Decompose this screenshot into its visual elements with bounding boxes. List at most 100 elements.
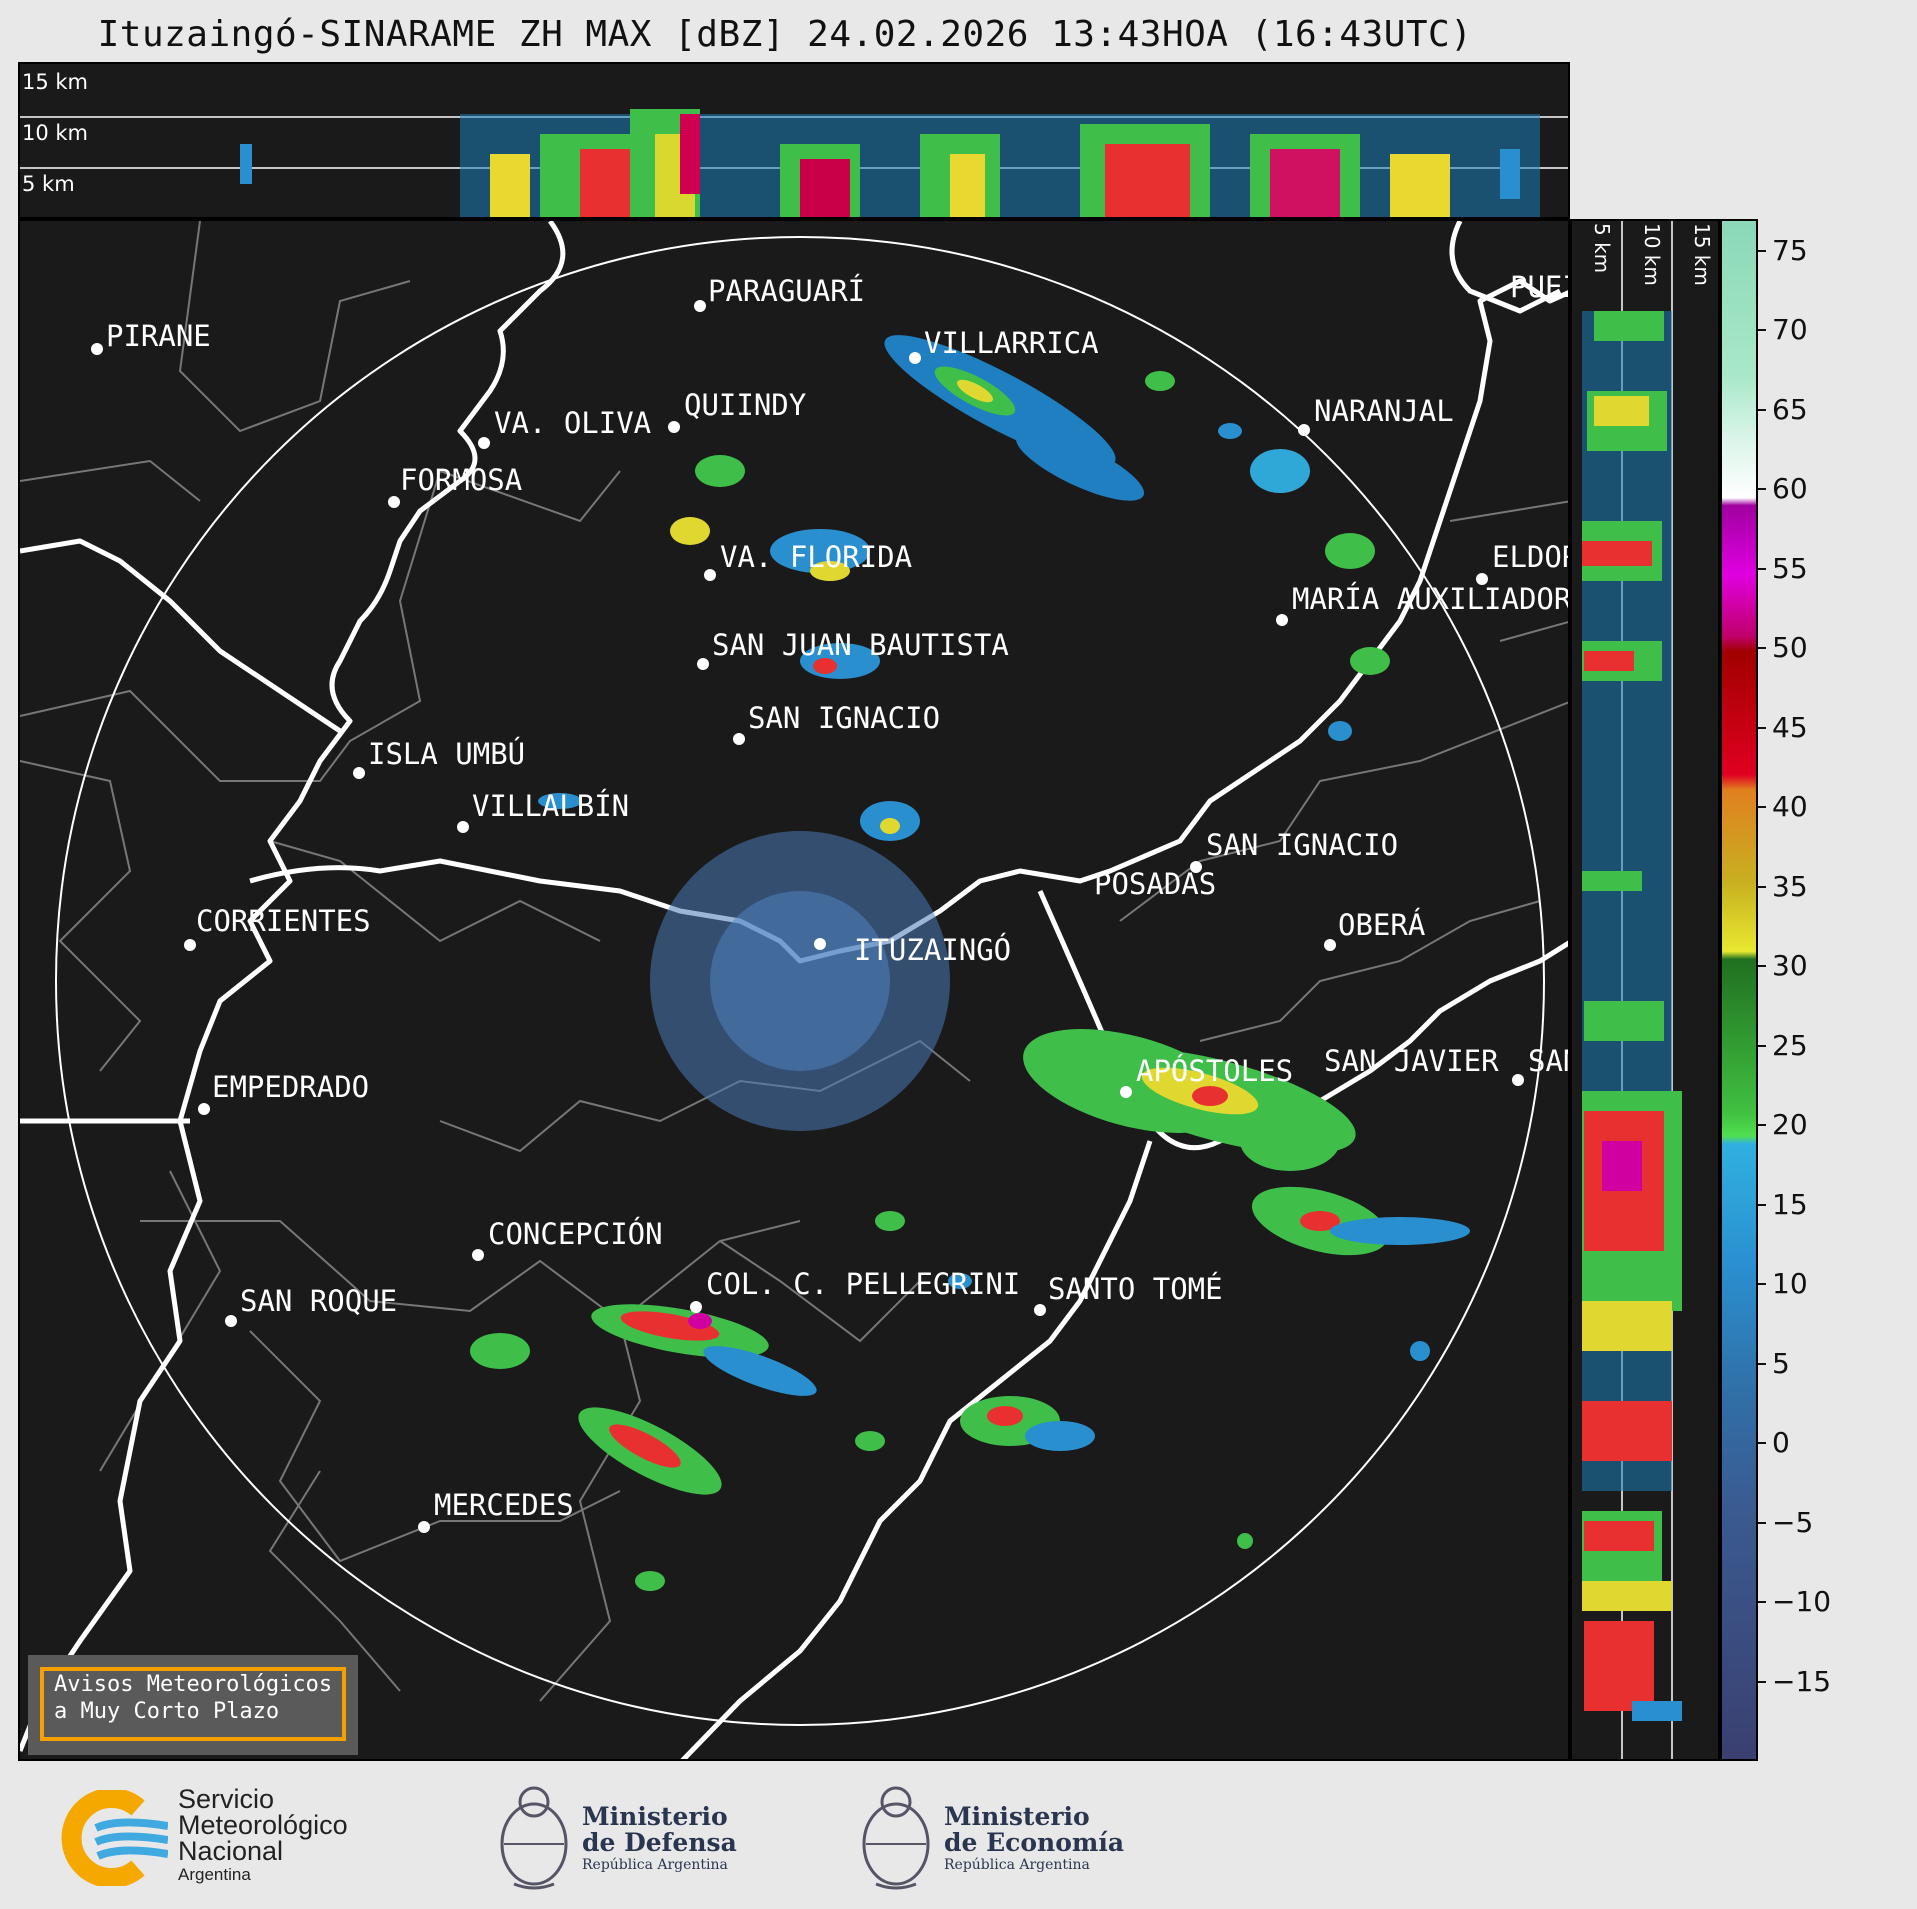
city-label-obera: OBERÁ [1338,908,1426,942]
colorbar-tick-label: 60 [1772,472,1808,506]
colorbar-tick-mark [1758,408,1766,411]
city-dot [1324,939,1336,951]
radar-map: PIRANE PARAGUARÍ VILLARRICA QUIINDY VA. … [18,219,1570,1761]
colorbar-tick-mark [1758,1680,1766,1683]
colorbar-tick-label: 40 [1772,790,1808,824]
city-label-posadas: POSADAS [1094,867,1217,901]
smn-line-2: Meteorológico [178,1810,348,1840]
city-label-santo-tome: SANTO TOMÉ [1048,1272,1223,1306]
economia-seal [856,1780,936,1895]
smn-logo-icon [61,1790,168,1886]
colorbar-tick-label: 70 [1772,313,1808,347]
city-dot [198,1103,210,1115]
city-label-formosa: FORMOSA [400,463,523,497]
colorbar-tick-label: 5 [1772,1346,1790,1380]
city-dot [472,1249,484,1261]
colorbar-tick-mark [1758,329,1766,332]
defensa-line-1: Ministerio [582,1802,728,1831]
city-label-mercedes: MERCEDES [434,1488,574,1522]
top-label-15km: 15 km [22,70,89,94]
city-label-san-juan-bautista: SAN JUAN BAUTISTA [712,628,1009,662]
colorbar-tick-mark [1758,965,1766,968]
economia-line-3: República Argentina [944,1857,1090,1873]
city-label-san: SAN [1528,1044,1568,1078]
top-height-panel: 15 km 10 km 5 km [18,62,1570,219]
city-label-va-oliva: VA. OLIVA [494,406,652,440]
colorbar-tick-label: −10 [1772,1585,1832,1619]
city-label-naranjal: NARANJAL [1314,394,1454,428]
colorbar-tick-label: 30 [1772,949,1808,983]
colorbar-tick-mark [1758,1283,1766,1286]
colorbar-tick-label: 10 [1772,1267,1808,1301]
side-label-5km: 5 km [1590,223,1614,274]
colorbar-tick-mark [1758,885,1766,888]
defensa-logo-text: Ministerio de Defensa República Argentin… [582,1804,737,1874]
colorbar-tick-label: 15 [1772,1187,1808,1221]
colorbar-tick-label: 50 [1772,631,1808,665]
colorbar-tick-label: 25 [1772,1028,1808,1062]
city-dot [694,300,706,312]
city-dot [418,1521,430,1533]
city-label-va-florida: VA. FLORIDA [720,540,913,574]
colorbar-tick-mark [1758,647,1766,650]
colorbar-tick-mark [1758,1521,1766,1524]
city-dot [388,496,400,508]
city-label-ituzaingo: ITUZAINGÓ [854,933,1012,967]
colorbar-tick-mark [1758,1601,1766,1604]
colorbar-tick-mark [1758,726,1766,729]
city-dot [478,437,490,449]
smn-logo [58,1790,168,1886]
city-dot [91,343,103,355]
warning-line-2: a Muy Corto Plazo [54,1699,280,1724]
city-dot [1190,861,1202,873]
city-label-col-pellegrini: COL. C. PELLEGRINI [706,1267,1021,1301]
side-profile-echoes [1582,221,1682,1759]
top-label-10km: 10 km [22,121,89,145]
city-dot [1298,424,1310,436]
dbz-colorbar [1720,219,1758,1761]
city-dot [184,939,196,951]
city-label-eldor: ELDOR [1492,540,1568,574]
colorbar-tick-label: −5 [1772,1505,1814,1539]
colorbar-tick-mark [1758,1362,1766,1365]
city-label-pirane: PIRANE [106,319,211,353]
defensa-seal-icon [500,1786,568,1890]
city-dot [704,569,716,581]
warning-line-1: Avisos Meteorológicos [54,1672,333,1697]
map-title: Ituzaingó-SINARAME ZH MAX [dBZ] 24.02.20… [97,14,1473,55]
city-label-quiindy: QUIINDY [684,388,807,422]
city-label-maria-auxiliador: MARÍA AUXILIADOR [1292,582,1570,616]
city-dot [1120,1086,1132,1098]
city-label-san-roque: SAN ROQUE [240,1284,398,1318]
city-label-concepcion: CONCEPCIÓN [488,1217,663,1251]
city-dot [1476,573,1488,585]
colorbar-tick-label: 0 [1772,1426,1790,1460]
colorbar-tick-label: 45 [1772,710,1808,744]
city-dot [1512,1074,1524,1086]
smn-line-4: Argentina [178,1865,251,1884]
side-label-15km: 15 km [1690,223,1714,286]
colorbar-tick-mark [1758,249,1766,252]
colorbar-tick-label: 55 [1772,551,1808,585]
city-label-san-ignacio-py: SAN IGNACIO [748,701,941,735]
city-label-apostoles: APÓSTOLES [1136,1054,1294,1088]
defensa-line-2: de Defensa [582,1828,737,1857]
city-label-villarrica: VILLARRICA [924,326,1099,360]
defensa-line-3: República Argentina [582,1857,728,1873]
city-label-corrientes: CORRIENTES [196,904,371,938]
city-label-isla-umbu: ISLA UMBÚ [368,737,526,771]
city-dot [690,1301,702,1313]
city-dot [733,733,745,745]
colorbar-tick-mark [1758,1203,1766,1206]
city-dot [353,767,365,779]
smn-logo-text: Servicio Meteorológico Nacional Argentin… [178,1786,348,1886]
warning-box-border: Avisos Meteorológicos a Muy Corto Plazo [40,1667,346,1741]
map-geometry [20,221,1568,1759]
defensa-seal [494,1780,574,1895]
colorbar-tick-label: 75 [1772,233,1808,267]
city-label-san-javier: SAN JAVIER [1324,1044,1499,1078]
city-label-paraguari: PARAGUARÍ [708,274,866,308]
economia-logo-text: Ministerio de Economía República Argenti… [944,1804,1124,1874]
colorbar-tick-mark [1758,1124,1766,1127]
top-profile-echoes [20,109,1568,217]
